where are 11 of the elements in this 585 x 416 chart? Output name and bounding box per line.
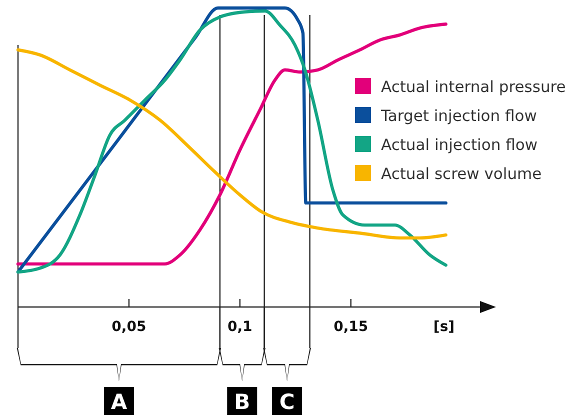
x-axis-title: [s]	[433, 319, 455, 335]
text: C	[279, 390, 295, 414]
x-tick-label: 0,1	[228, 319, 252, 335]
x-tick-label: 0,05	[112, 319, 146, 335]
legend-label: Actual screw volume	[381, 165, 542, 183]
text: B	[234, 390, 250, 414]
x-tick-label: 0,15	[334, 319, 368, 335]
legend-label: Target injection flow	[380, 107, 538, 125]
legend-label: Actual injection flow	[381, 136, 538, 154]
legend-label: Actual internal pressure	[381, 78, 566, 96]
text: A	[110, 390, 128, 414]
